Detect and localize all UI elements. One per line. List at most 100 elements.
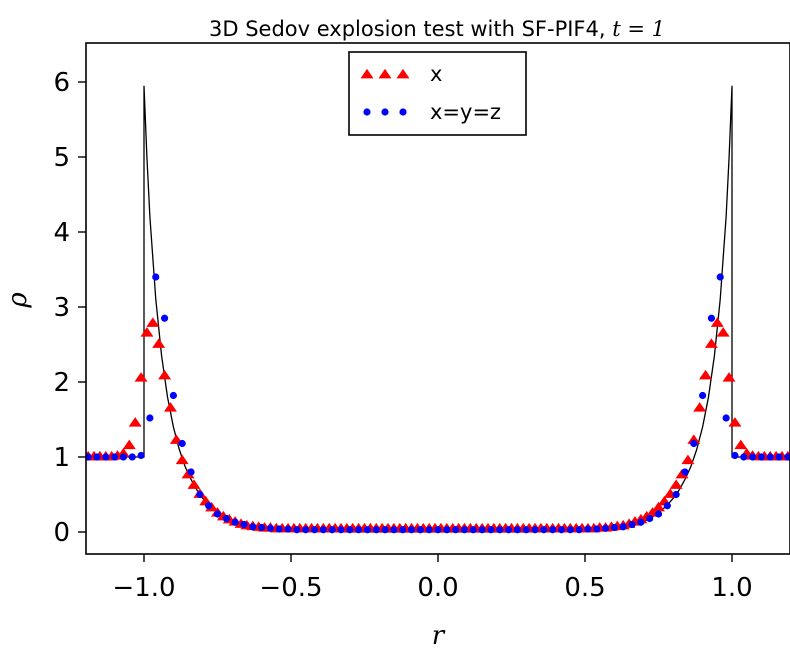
- marker-x-point: [722, 372, 736, 382]
- marker-xyz-point: [222, 514, 230, 523]
- marker-x-point: [704, 338, 718, 348]
- marker-xyz-point: [593, 525, 601, 533]
- marker-xyz-point: [566, 526, 574, 534]
- marker-xyz-point: [416, 526, 424, 534]
- legend-box: [348, 51, 527, 136]
- x-tick-label: 0.5: [564, 573, 605, 603]
- marker-x-point: [134, 372, 148, 382]
- marker-xyz-point: [699, 391, 707, 400]
- marker-x-point: [158, 369, 172, 380]
- marker-xyz-point: [213, 510, 222, 518]
- x-axis: −1.0 −0.5 0.0 0.5 1.0: [112, 554, 753, 603]
- marker-x-point: [146, 317, 160, 327]
- y-tick-label: 6: [53, 68, 70, 98]
- marker-x-point: [681, 454, 695, 465]
- marker-xyz-point: [102, 453, 110, 461]
- marker-x-point: [710, 317, 724, 327]
- marker-xyz-point: [284, 525, 292, 533]
- x-tick-label: 1.0: [711, 573, 752, 603]
- marker-xyz-point: [111, 453, 119, 461]
- marker-xyz-point: [722, 414, 730, 422]
- marker-x-point: [187, 479, 201, 489]
- marker-xyz-point: [496, 526, 504, 534]
- marker-xyz-point: [646, 514, 654, 523]
- marker-xyz-point: [619, 523, 627, 531]
- chart-title: 3D Sedov explosion test with SF-PIF4, t …: [209, 17, 665, 41]
- marker-x-point: [652, 501, 665, 512]
- legend-label-x: x: [430, 62, 442, 86]
- marker-xyz-point: [766, 453, 774, 461]
- marker-x-point: [669, 479, 683, 489]
- marker-xyz-point: [663, 502, 671, 510]
- marker-x-point: [163, 402, 177, 412]
- marker-xyz-point: [390, 526, 398, 534]
- marker-xyz-point: [187, 468, 195, 476]
- marker-x-point: [122, 439, 136, 450]
- marker-xyz-point: [637, 518, 645, 526]
- marker-xyz-point: [531, 526, 539, 534]
- marker-xyz-point: [731, 451, 739, 460]
- y-tick-label: 1: [53, 443, 70, 473]
- series-x-markers: [86, 317, 790, 533]
- marker-xyz-point: [584, 525, 592, 533]
- marker-xyz-point: [372, 526, 380, 534]
- y-tick-label: 0: [53, 518, 70, 548]
- marker-xyz-point: [93, 453, 101, 461]
- chart-title-math: t = 1: [612, 17, 665, 41]
- marker-xyz-point: [434, 526, 442, 534]
- marker-xyz-point: [469, 526, 477, 534]
- marker-xyz-point: [452, 526, 460, 534]
- marker-xyz-point: [240, 520, 248, 529]
- marker-xyz-point: [205, 502, 213, 510]
- marker-xyz-point: [775, 453, 783, 461]
- x-tick-label: 0.0: [417, 573, 458, 603]
- y-tick-label: 4: [53, 218, 70, 248]
- plot-area: [86, 85, 790, 534]
- y-axis: 0 1 2 3 4 5 6: [53, 68, 86, 548]
- marker-xyz-point: [478, 526, 486, 534]
- marker-xyz-point: [363, 526, 372, 534]
- marker-xyz-point: [160, 314, 169, 322]
- marker-xyz-point: [443, 526, 451, 534]
- marker-xyz-point: [690, 439, 698, 448]
- marker-xyz-point: [610, 523, 619, 532]
- marker-xyz-point: [784, 453, 790, 461]
- legend-triangle: [396, 68, 410, 79]
- legend-marker-x: [360, 68, 410, 79]
- marker-xyz-point: [310, 526, 319, 534]
- x-axis-label: r: [432, 621, 446, 651]
- marker-xyz-point: [302, 526, 310, 534]
- marker-xyz-point: [681, 468, 689, 476]
- exact-solution-line: [86, 85, 790, 533]
- marker-xyz-point: [707, 314, 716, 322]
- marker-xyz-point: [557, 526, 566, 534]
- marker-xyz-point: [425, 526, 433, 534]
- marker-xyz-point: [86, 453, 92, 461]
- marker-x-point: [116, 447, 130, 458]
- marker-xyz-point: [337, 526, 345, 534]
- marker-xyz-point: [575, 526, 583, 534]
- y-tick-label: 2: [53, 368, 70, 398]
- marker-xyz-point: [328, 526, 336, 534]
- marker-xyz-point: [504, 526, 513, 534]
- marker-xyz-point: [748, 453, 757, 461]
- x-tick-label: −1.0: [112, 573, 175, 603]
- marker-xyz-point: [275, 525, 283, 533]
- marker-xyz-point: [654, 510, 663, 518]
- marker-xyz-point: [146, 414, 154, 422]
- marker-xyz-point: [137, 451, 145, 460]
- marker-xyz-point: [740, 453, 748, 461]
- marker-xyz-point: [169, 391, 177, 400]
- legend-triangle: [360, 68, 374, 79]
- y-axis-label: ρ: [3, 292, 33, 309]
- legend-dot: [363, 108, 371, 116]
- legend-triangle: [378, 68, 392, 79]
- marker-xyz-point: [346, 526, 354, 534]
- marker-xyz-point: [258, 523, 266, 532]
- marker-xyz-point: [128, 453, 136, 461]
- x-tick-label: −0.5: [259, 573, 322, 603]
- marker-xyz-point: [407, 526, 416, 534]
- marker-xyz-point: [249, 523, 257, 531]
- marker-x-point: [128, 417, 142, 427]
